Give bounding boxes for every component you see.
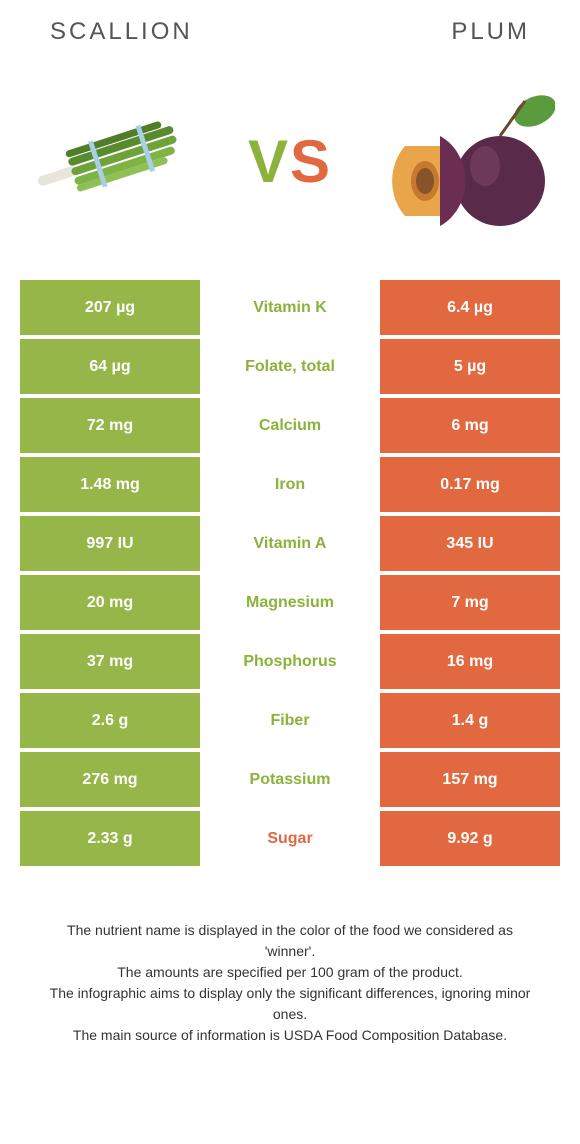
value-left: 20 mg — [20, 575, 200, 630]
nutrient-label: Magnesium — [200, 575, 380, 630]
scallion-image — [20, 86, 200, 236]
value-right: 157 mg — [380, 752, 560, 807]
table-row: 2.33 gSugar9.92 g — [20, 811, 560, 866]
value-left: 72 mg — [20, 398, 200, 453]
footer-line: The amounts are specified per 100 gram o… — [40, 962, 540, 983]
value-right: 0.17 mg — [380, 457, 560, 512]
table-row: 72 mgCalcium6 mg — [20, 398, 560, 453]
nutrient-label: Sugar — [200, 811, 380, 866]
table-row: 64 µgFolate, total5 µg — [20, 339, 560, 394]
nutrient-label: Potassium — [200, 752, 380, 807]
value-right: 9.92 g — [380, 811, 560, 866]
nutrient-label: Folate, total — [200, 339, 380, 394]
nutrition-table: 207 µgVitamin K6.4 µg64 µgFolate, total5… — [20, 276, 560, 870]
value-left: 2.33 g — [20, 811, 200, 866]
nutrient-label: Calcium — [200, 398, 380, 453]
vs-label: VS — [248, 127, 332, 196]
title-right: PLUM — [451, 18, 530, 46]
value-left: 1.48 mg — [20, 457, 200, 512]
value-right: 16 mg — [380, 634, 560, 689]
value-left: 64 µg — [20, 339, 200, 394]
footer-line: The nutrient name is displayed in the co… — [40, 920, 540, 962]
value-right: 6.4 µg — [380, 280, 560, 335]
nutrient-label: Vitamin A — [200, 516, 380, 571]
title-left: SCALLION — [50, 18, 193, 46]
footer-line: The main source of information is USDA F… — [40, 1025, 540, 1046]
table-row: 20 mgMagnesium7 mg — [20, 575, 560, 630]
vs-s: S — [290, 128, 332, 195]
nutrient-label: Vitamin K — [200, 280, 380, 335]
table-row: 276 mgPotassium157 mg — [20, 752, 560, 807]
value-left: 207 µg — [20, 280, 200, 335]
value-left: 997 IU — [20, 516, 200, 571]
header: SCALLION PLUM — [0, 0, 580, 56]
table-row: 2.6 gFiber1.4 g — [20, 693, 560, 748]
value-right: 1.4 g — [380, 693, 560, 748]
table-row: 997 IUVitamin A345 IU — [20, 516, 560, 571]
value-right: 6 mg — [380, 398, 560, 453]
value-right: 7 mg — [380, 575, 560, 630]
vs-v: V — [248, 128, 290, 195]
value-left: 2.6 g — [20, 693, 200, 748]
table-row: 1.48 mgIron0.17 mg — [20, 457, 560, 512]
table-row: 207 µgVitamin K6.4 µg — [20, 280, 560, 335]
value-right: 345 IU — [380, 516, 560, 571]
nutrient-label: Fiber — [200, 693, 380, 748]
value-left: 276 mg — [20, 752, 200, 807]
footer-line: The infographic aims to display only the… — [40, 983, 540, 1025]
table-row: 37 mgPhosphorus16 mg — [20, 634, 560, 689]
nutrient-label: Iron — [200, 457, 380, 512]
plum-image — [380, 86, 560, 236]
value-left: 37 mg — [20, 634, 200, 689]
nutrient-label: Phosphorus — [200, 634, 380, 689]
vs-row: VS — [0, 56, 580, 276]
footer-notes: The nutrient name is displayed in the co… — [40, 920, 540, 1046]
value-right: 5 µg — [380, 339, 560, 394]
